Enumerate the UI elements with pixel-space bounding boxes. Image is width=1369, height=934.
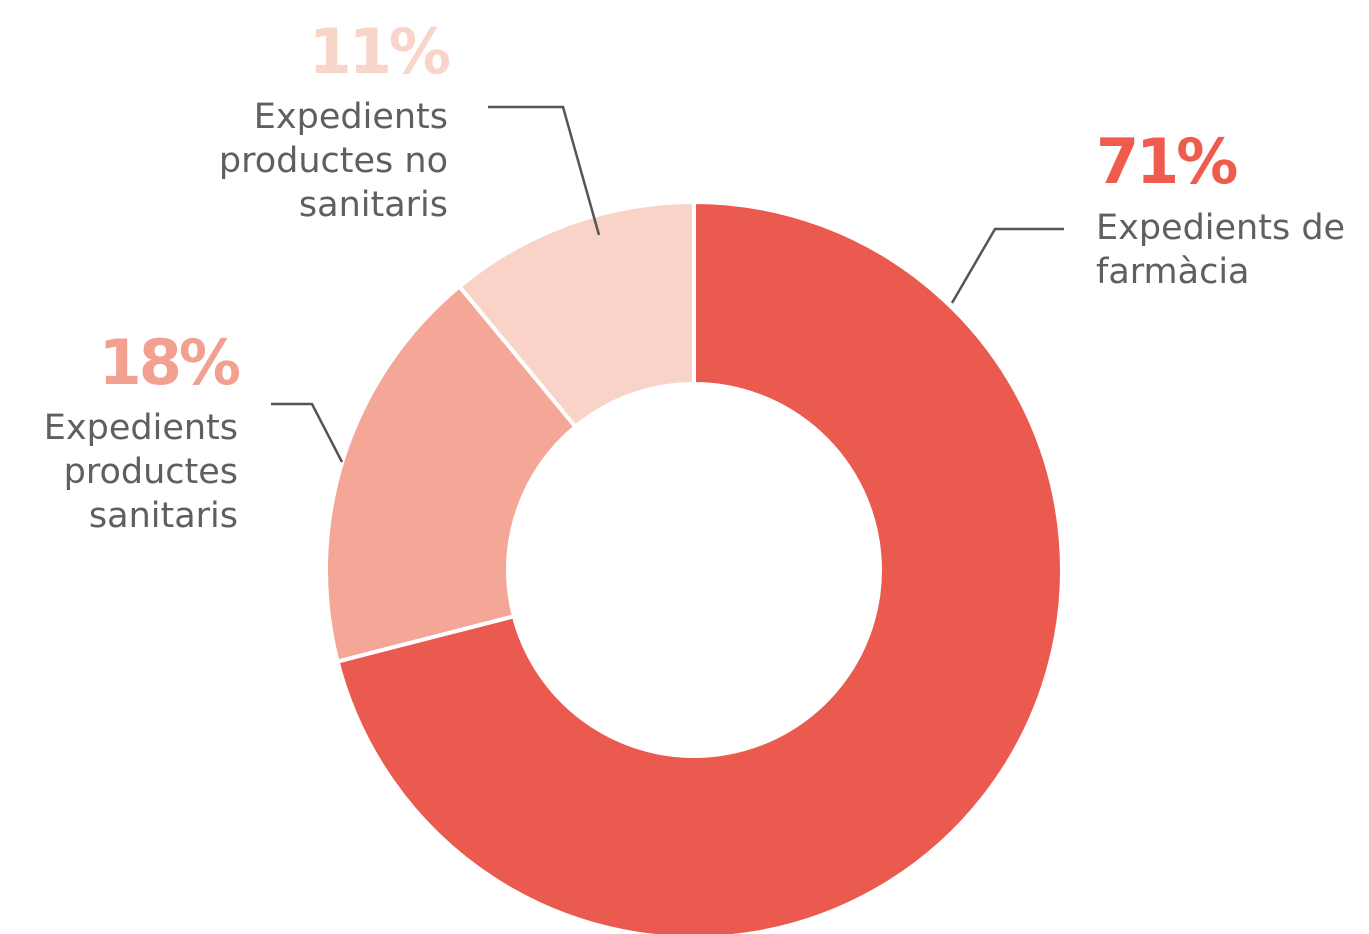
slice-productes-sanitaris (324, 284, 578, 664)
value-label-productes-sanitaris: 18% (99, 326, 240, 399)
category-label-productes-sanitaris-line-2: productes (64, 452, 238, 492)
slice-labels: 71%Expedients defarmàcia18%Expedientspro… (44, 15, 1345, 536)
leader-line-farmacia (950, 227, 1064, 304)
category-label-farmacia-line-1: Expedients de (1096, 208, 1345, 248)
leader-line-productes-no-sanitaris (488, 105, 601, 236)
slice-farmacia (335, 200, 1064, 934)
category-label-productes-no-sanitaris-line-1: Expedients (254, 97, 448, 137)
category-label-productes-no-sanitaris-line-2: productes no (219, 141, 448, 181)
leader-lines (271, 105, 1064, 463)
donut-slices (324, 200, 1064, 934)
slice-productes-no-sanitaris (457, 200, 696, 429)
value-label-productes-no-sanitaris: 11% (309, 15, 450, 88)
leader-line-productes-sanitaris (271, 402, 344, 463)
category-label-farmacia-line-2: farmàcia (1096, 252, 1250, 292)
value-label-farmacia: 71% (1096, 125, 1237, 198)
category-label-productes-sanitaris-line-3: sanitaris (89, 496, 238, 536)
category-label-productes-sanitaris-line-1: Expedients (44, 408, 238, 448)
category-label-productes-no-sanitaris-line-3: sanitaris (299, 185, 448, 225)
